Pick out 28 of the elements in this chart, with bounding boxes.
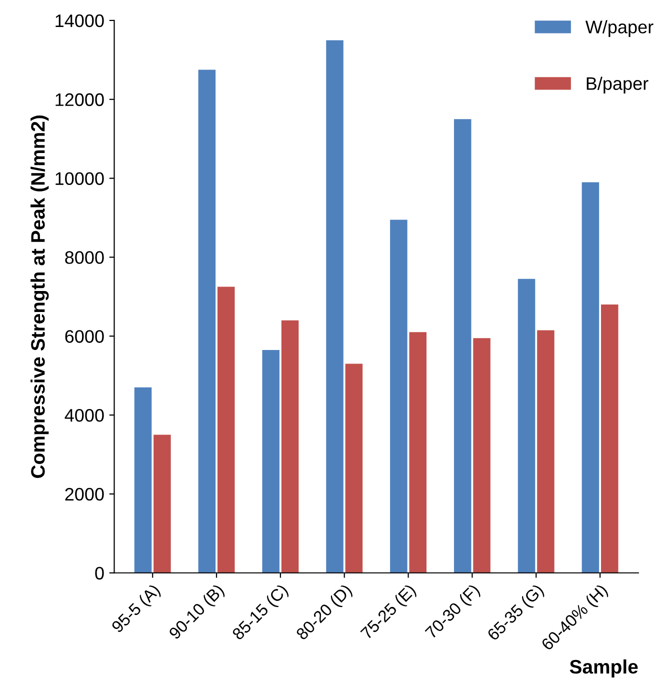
y-tick-label: 0 bbox=[95, 566, 104, 580]
bar bbox=[537, 330, 554, 573]
y-tick-label: 14000 bbox=[56, 14, 104, 28]
bar bbox=[262, 350, 280, 573]
y-tick-label: 10000 bbox=[56, 172, 104, 186]
legend-label: B/paper bbox=[586, 76, 648, 94]
bar bbox=[198, 70, 216, 573]
bar bbox=[390, 220, 408, 573]
legend-label: W/paper bbox=[585, 20, 654, 37]
y-tick-label: 2000 bbox=[65, 488, 104, 501]
bar bbox=[454, 119, 472, 573]
y-tick-label: 12000 bbox=[56, 93, 104, 106]
y-tick-label: 8000 bbox=[65, 251, 104, 264]
y-axis-title: Compressive Strength at Peak (N/mm2) bbox=[30, 116, 49, 478]
bar bbox=[217, 286, 235, 573]
bar bbox=[281, 320, 299, 573]
bar bbox=[518, 278, 536, 573]
bar bbox=[582, 182, 600, 573]
y-tick-label: 6000 bbox=[65, 330, 104, 343]
x-axis-title: Sample bbox=[570, 659, 638, 678]
bar bbox=[409, 332, 426, 573]
bar bbox=[154, 434, 171, 573]
bar bbox=[345, 364, 363, 573]
bar bbox=[326, 40, 344, 573]
y-tick-label: 4000 bbox=[64, 408, 104, 422]
bar bbox=[601, 304, 618, 573]
bar bbox=[134, 387, 152, 573]
bar bbox=[473, 338, 490, 573]
